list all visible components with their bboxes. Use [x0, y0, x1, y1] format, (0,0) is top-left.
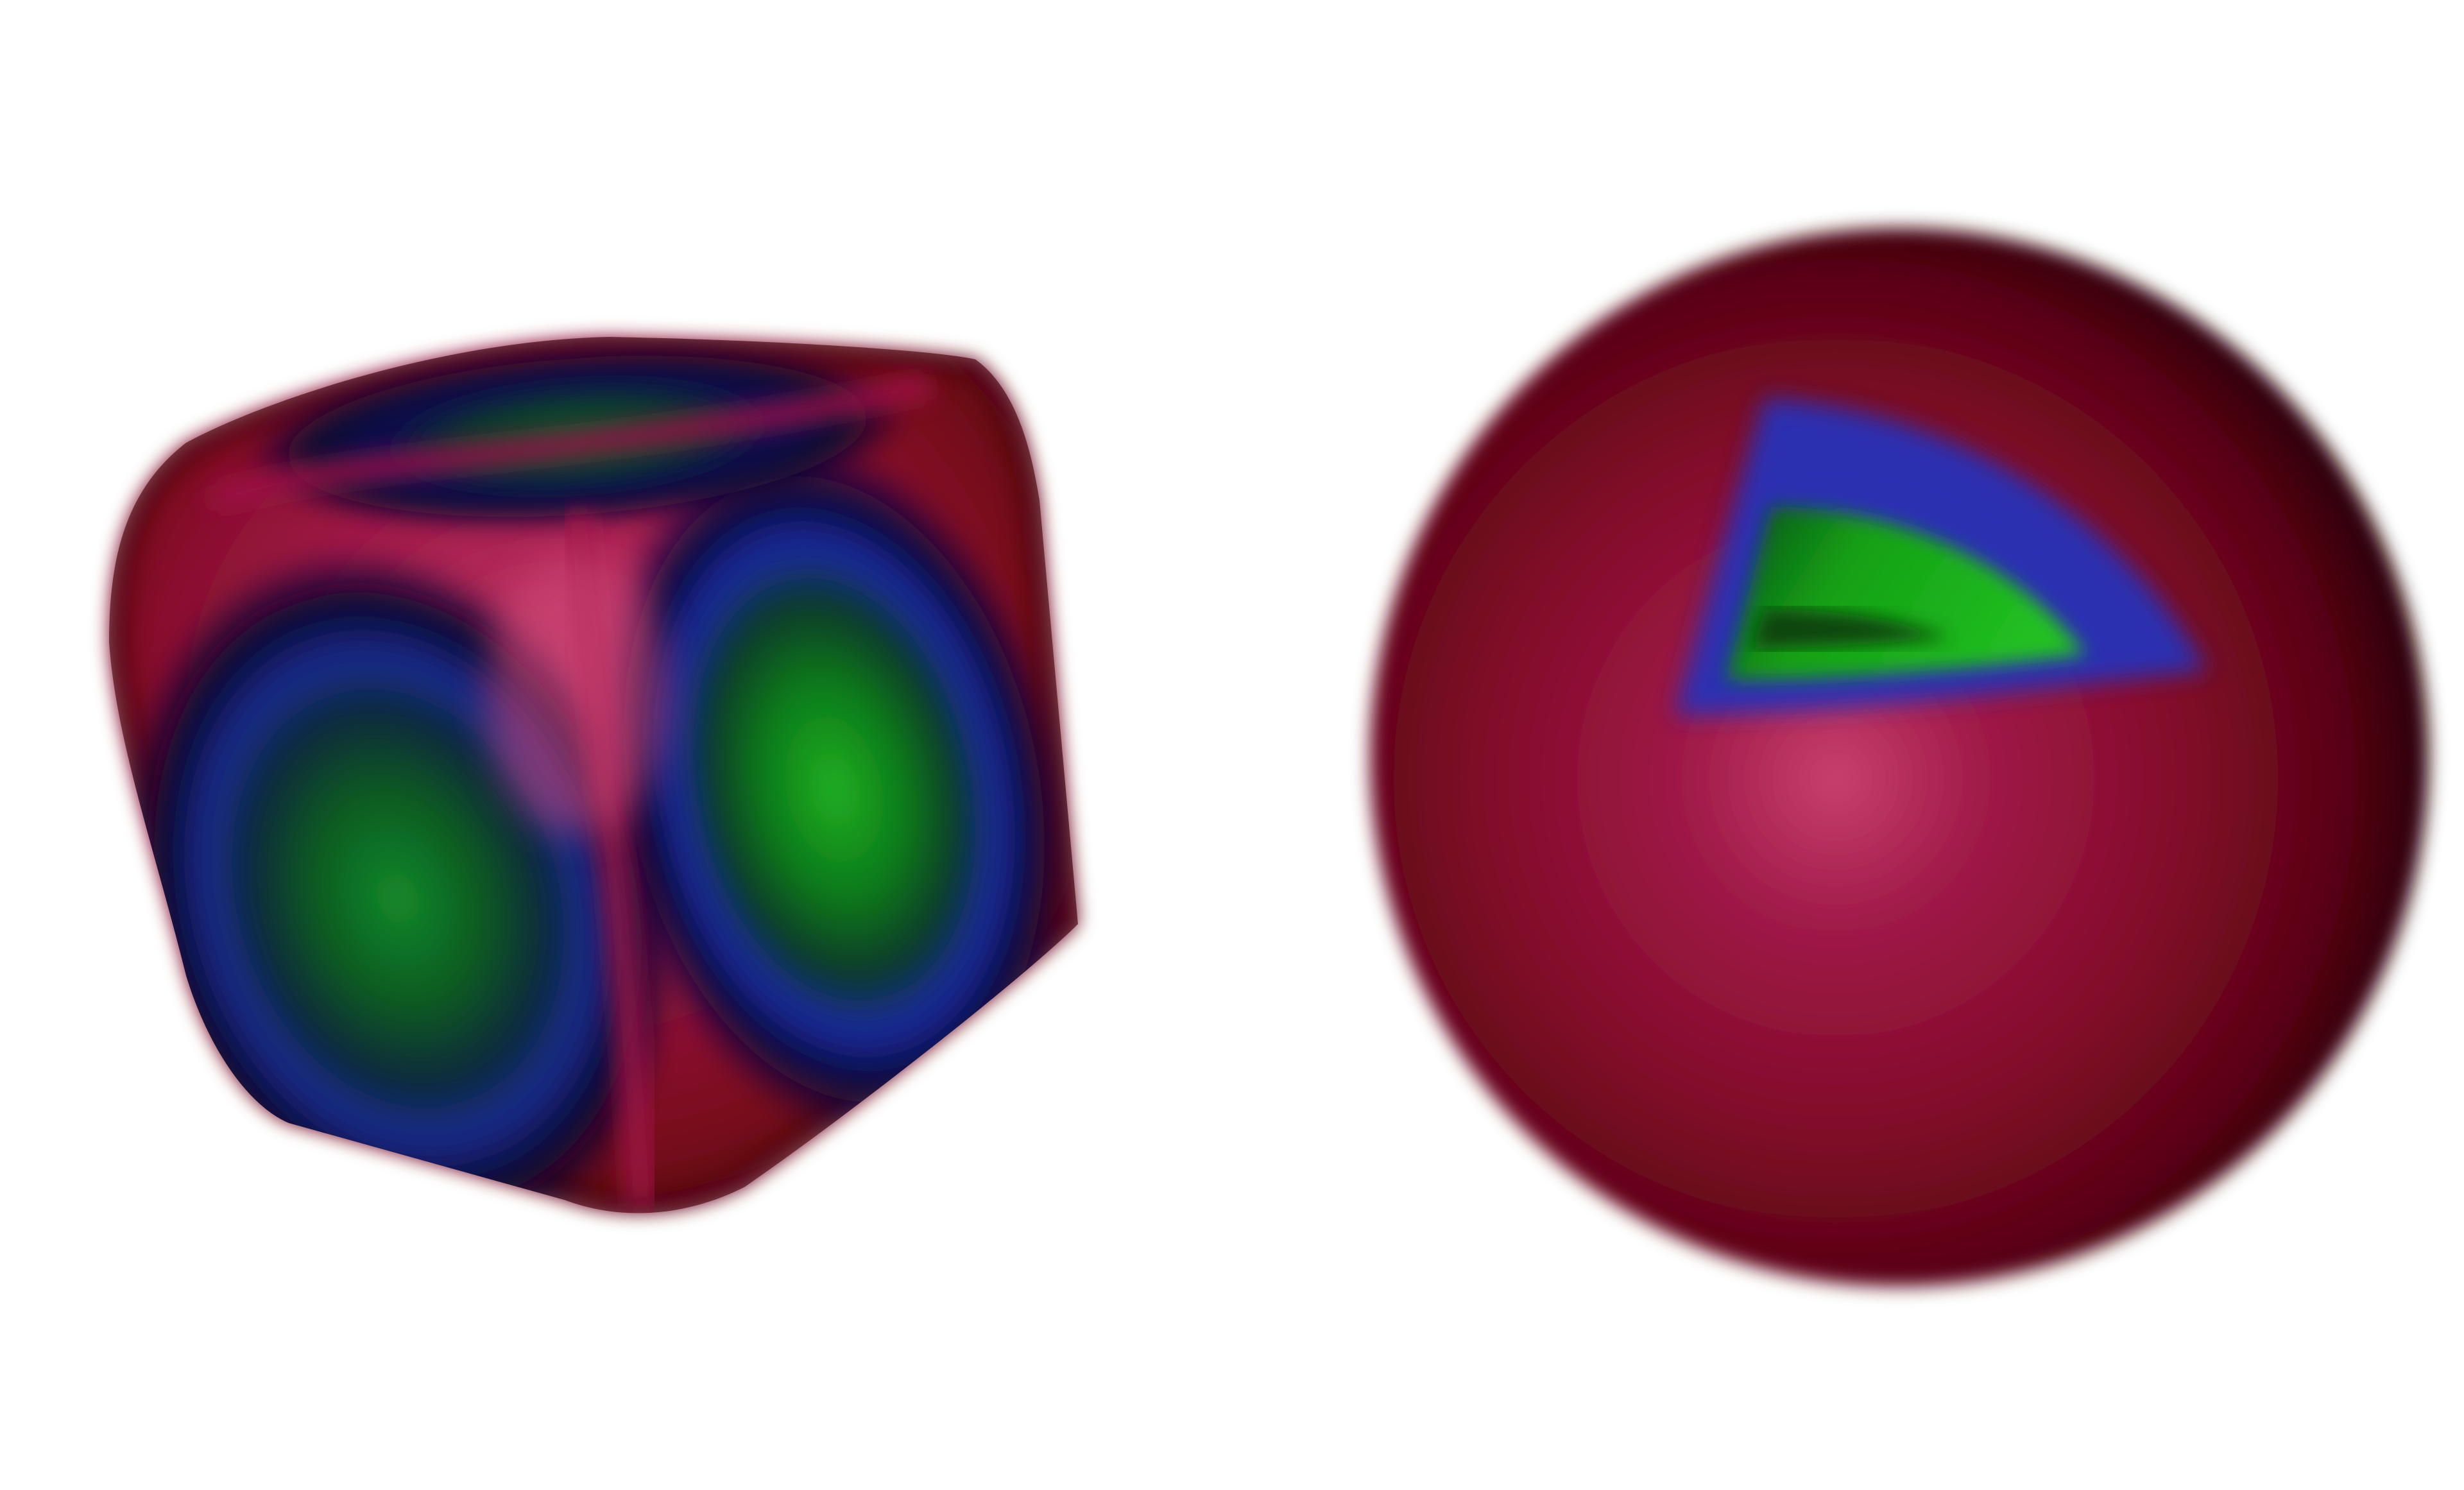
- sphere: [1370, 228, 2429, 1287]
- rounded-cube: [109, 337, 1078, 1213]
- sphere-body: [1370, 228, 2429, 1287]
- sphere-wedge-cutout: [1675, 398, 2207, 715]
- cube-right-face-spot: [596, 434, 1072, 1144]
